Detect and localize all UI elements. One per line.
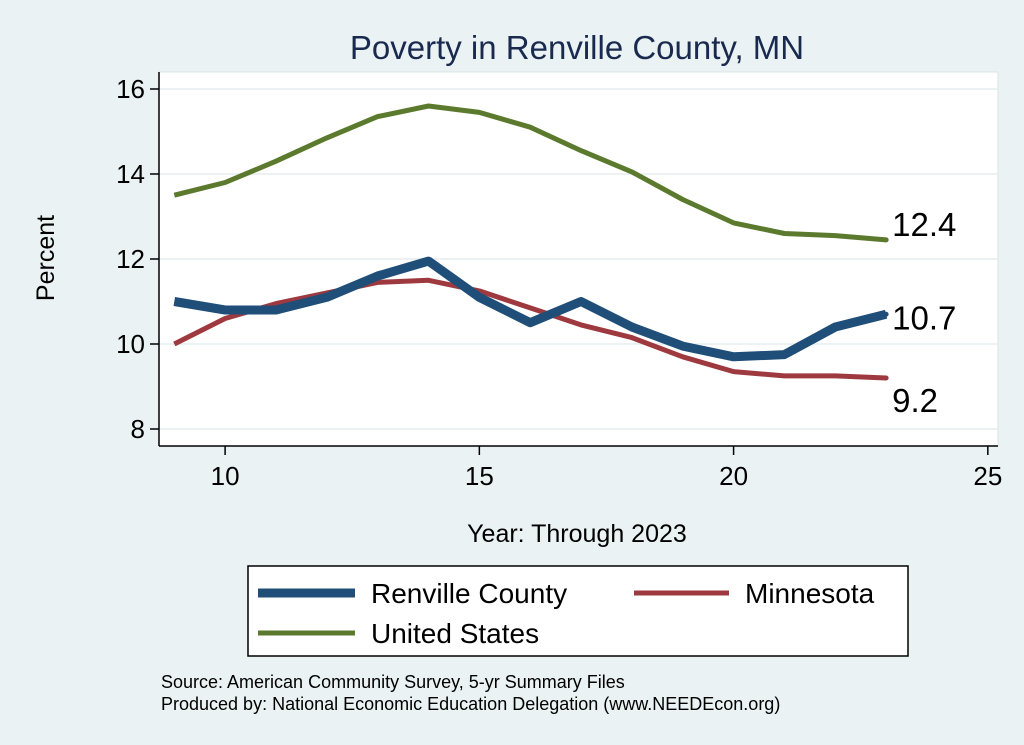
y-tick-label: 8: [131, 414, 145, 444]
y-tick-label: 10: [116, 329, 145, 359]
x-tick-label: 15: [465, 461, 494, 491]
x-tick-label: 20: [719, 461, 748, 491]
series-end-point-minnesota: [883, 375, 889, 381]
y-axis-title: Percent: [32, 215, 60, 301]
end-label-renville-county: 10.7: [892, 299, 956, 336]
tick-labels: 8 10 12 14 16 10 15 20 25: [116, 74, 1002, 491]
chart-title: Poverty in Renville County, MN: [350, 29, 804, 66]
legend-box: [247, 565, 909, 657]
end-label-united-states: 12.4: [892, 206, 956, 243]
y-tick-label: 14: [116, 159, 145, 189]
source-line: Source: American Community Survey, 5-yr …: [161, 672, 625, 692]
legend-label-united-states: United States: [371, 618, 539, 649]
y-tick-label: 12: [116, 244, 145, 274]
series-lines: [173, 103, 889, 381]
produced-by-line: Produced by: National Economic Education…: [161, 694, 780, 714]
gridlines: [159, 88, 998, 430]
end-label-minnesota: 9.2: [892, 382, 938, 419]
legend-label-renville-county: Renville County: [371, 578, 567, 609]
x-axis-title: Year: Through 2023: [467, 520, 687, 548]
series-line-renville-county: [173, 256, 888, 362]
x-tick-label: 10: [211, 461, 240, 491]
x-tick-label: 25: [973, 461, 1002, 491]
series-line-united-states: [173, 103, 887, 243]
series-end-point-renville-county: [883, 311, 889, 317]
series-line-minnesota: [173, 277, 887, 381]
y-tick-label: 16: [116, 74, 145, 104]
end-labels: 10.7 9.2 12.4: [892, 206, 956, 419]
legend: Renville County Minnesota United States: [247, 565, 909, 657]
source-note: Source: American Community Survey, 5-yr …: [161, 672, 780, 714]
legend-label-minnesota: Minnesota: [745, 578, 875, 609]
series-end-point-united-states: [883, 237, 889, 243]
